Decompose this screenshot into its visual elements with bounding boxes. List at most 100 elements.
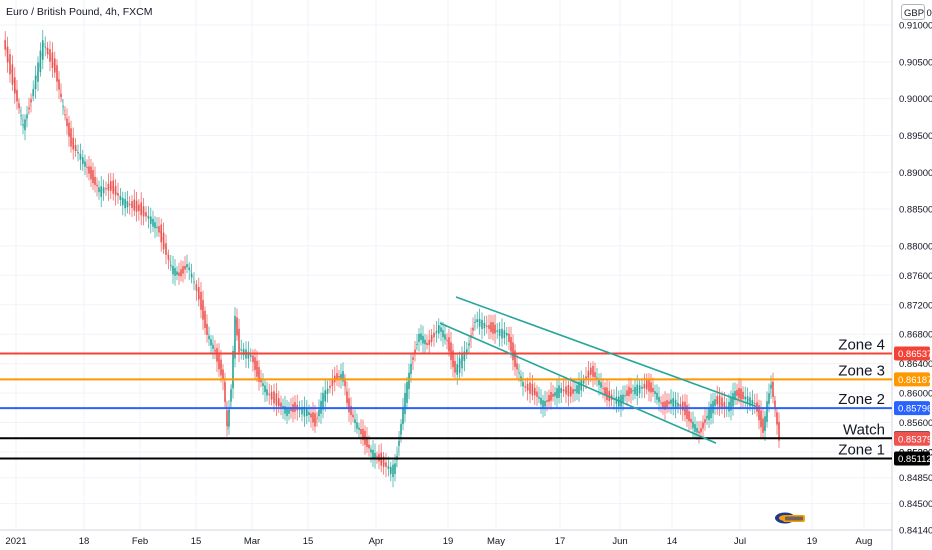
candle-body	[565, 386, 567, 395]
candle-body	[433, 332, 435, 338]
candle-body	[79, 153, 82, 160]
candle-body	[652, 387, 654, 393]
candle-body	[503, 330, 506, 339]
candle-body	[694, 424, 696, 432]
candle-body	[435, 331, 438, 333]
candle-body	[220, 359, 222, 376]
candle-body	[582, 379, 585, 384]
candle-body	[102, 187, 105, 194]
candle-body	[70, 128, 72, 147]
candle-body	[326, 388, 329, 394]
candle-body	[374, 452, 376, 459]
candle-body	[390, 466, 392, 475]
candle-body	[360, 429, 362, 435]
candle-body	[668, 401, 670, 404]
candle-body	[472, 327, 474, 331]
candle-body	[284, 406, 286, 414]
candle-body	[312, 412, 314, 423]
candle-body	[56, 65, 58, 82]
candle-body	[138, 204, 140, 212]
candle-body	[516, 363, 518, 370]
candle-body	[452, 350, 454, 368]
candle-body	[247, 351, 250, 359]
candle-body	[660, 402, 662, 404]
candle-body	[426, 343, 428, 345]
candle-body	[742, 391, 744, 400]
currency-code: GBP	[904, 8, 924, 19]
candle-body	[6, 46, 9, 63]
level-price-tag-1: 0.86187	[898, 375, 932, 386]
candle-body	[174, 267, 176, 276]
candle-body	[412, 357, 414, 360]
candle-body	[350, 405, 352, 416]
candle-body	[723, 402, 726, 408]
candle-body	[602, 387, 604, 389]
candle-body	[266, 389, 268, 396]
candle-body	[544, 400, 546, 407]
candle-body	[643, 383, 646, 389]
candle-body	[587, 370, 590, 378]
candle-body	[218, 352, 220, 370]
candle-body	[376, 456, 378, 458]
candle-body	[273, 391, 275, 404]
candle-body	[562, 389, 565, 392]
candle-body	[764, 416, 766, 432]
candle-body	[329, 385, 331, 388]
candle-body	[714, 399, 716, 407]
candle-body	[560, 387, 562, 394]
candle-body	[11, 64, 14, 85]
candle-body	[128, 204, 131, 206]
candle-body	[156, 227, 158, 229]
candle-body	[536, 391, 538, 397]
candle-body	[242, 348, 245, 356]
candle-body	[62, 105, 64, 107]
candle-body	[762, 418, 764, 433]
candle-body	[20, 115, 22, 117]
candle-body	[454, 360, 456, 373]
candle-body	[567, 385, 570, 397]
candle-body	[546, 400, 548, 402]
candle-body	[402, 406, 404, 425]
candle-body	[72, 137, 74, 150]
candle-body	[150, 216, 152, 224]
candle-body	[438, 325, 440, 334]
candle-body	[167, 254, 170, 260]
level-label-4: Zone 1	[838, 441, 885, 458]
candle-body	[34, 75, 37, 90]
candle-body	[232, 350, 234, 389]
candle-body	[574, 389, 576, 392]
candle-body	[90, 166, 92, 180]
candle-body	[135, 200, 138, 212]
y-tick-label: 0.90500	[899, 57, 932, 68]
candle-body	[754, 403, 756, 405]
chart-title: Euro / British Pound, 4h, FXCM	[6, 6, 153, 18]
candle-body	[308, 412, 310, 416]
candle-body	[216, 348, 218, 362]
candle-body	[734, 391, 736, 401]
candle-body	[632, 390, 634, 392]
currency-label: GBP 0	[904, 8, 932, 19]
candle-body	[88, 166, 90, 174]
candle-body	[398, 440, 400, 447]
candle-body	[692, 421, 694, 429]
candle-body	[238, 328, 240, 353]
candle-body	[672, 398, 674, 407]
candle-body	[119, 196, 122, 201]
candle-body	[654, 391, 656, 395]
candle-body	[558, 385, 560, 398]
currency-button[interactable]	[901, 4, 925, 20]
candle-body	[92, 170, 94, 184]
candle-body	[303, 406, 306, 417]
candle-body	[664, 401, 666, 410]
candle-body	[728, 401, 730, 412]
x-tick-label: Jun	[612, 536, 627, 547]
x-tick-label: May	[487, 536, 505, 547]
candle-body	[578, 381, 580, 394]
candle-body	[740, 388, 742, 400]
y-tick-label: 0.86800	[899, 330, 932, 341]
candle-body	[524, 386, 526, 388]
candle-body	[422, 335, 424, 344]
candle-body	[716, 396, 718, 405]
